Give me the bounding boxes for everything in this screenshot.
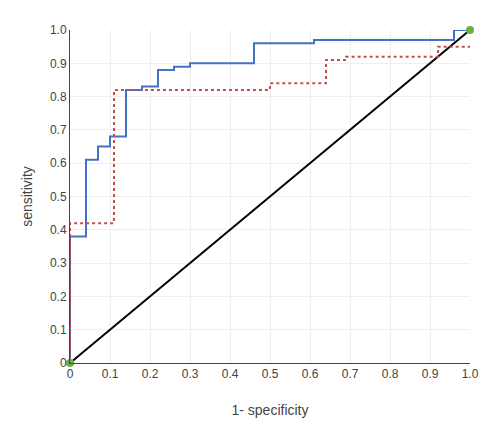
svg-text:0.3: 0.3 (50, 256, 67, 270)
svg-text:0.3: 0.3 (182, 367, 199, 381)
svg-text:0.1: 0.1 (50, 323, 67, 337)
svg-text:0.9: 0.9 (422, 367, 439, 381)
svg-text:0.1: 0.1 (102, 367, 119, 381)
svg-text:0.6: 0.6 (50, 156, 67, 170)
svg-text:0.5: 0.5 (262, 367, 279, 381)
svg-text:0.8: 0.8 (50, 90, 67, 104)
svg-text:0.6: 0.6 (302, 367, 319, 381)
svg-text:0.4: 0.4 (50, 223, 67, 237)
svg-text:1- specificity: 1- specificity (231, 402, 308, 418)
svg-text:0: 0 (67, 367, 74, 381)
svg-text:0.9: 0.9 (50, 57, 67, 71)
svg-text:1.0: 1.0 (462, 367, 479, 381)
svg-text:0.2: 0.2 (50, 290, 67, 304)
svg-text:0: 0 (60, 356, 67, 370)
svg-text:1.0: 1.0 (50, 23, 67, 37)
svg-text:0.8: 0.8 (382, 367, 399, 381)
svg-text:0.2: 0.2 (142, 367, 159, 381)
svg-text:0.7: 0.7 (50, 123, 67, 137)
svg-text:sensitivity: sensitivity (19, 166, 35, 227)
svg-text:0.5: 0.5 (50, 190, 67, 204)
svg-text:0.7: 0.7 (342, 367, 359, 381)
svg-text:0.4: 0.4 (222, 367, 239, 381)
